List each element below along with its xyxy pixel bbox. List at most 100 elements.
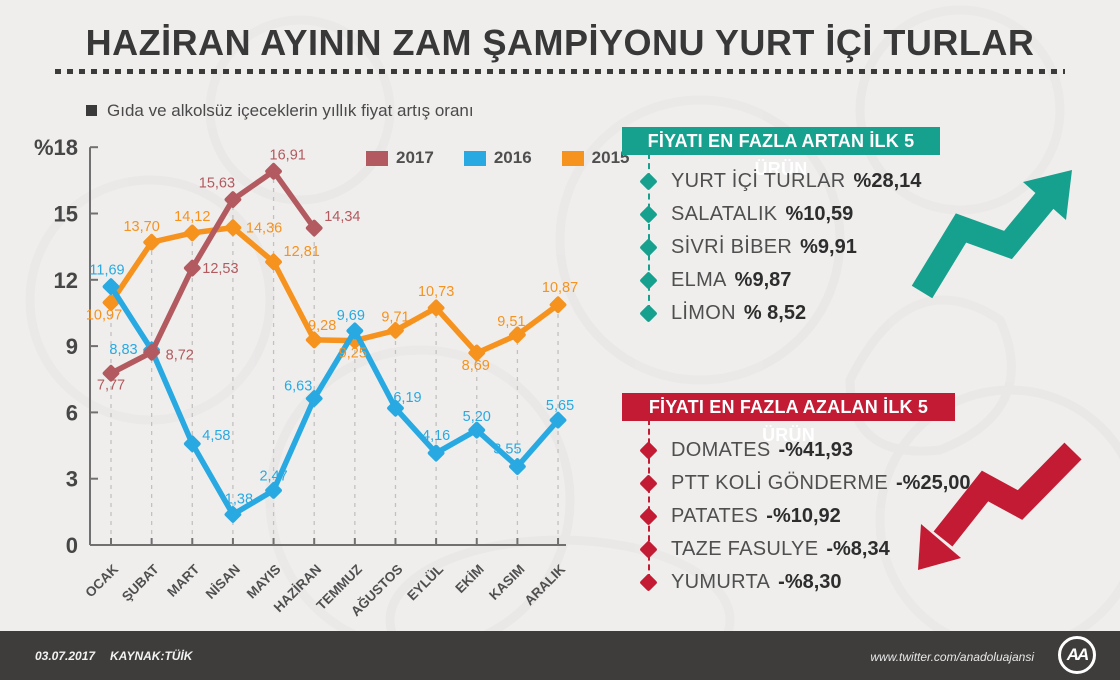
svg-text:15,63: 15,63 bbox=[199, 176, 235, 192]
series-2015 bbox=[102, 219, 567, 362]
legend-swatch-icon bbox=[561, 150, 584, 166]
svg-text:4,58: 4,58 bbox=[202, 428, 230, 444]
svg-text:10,97: 10,97 bbox=[86, 308, 122, 324]
svg-text:5,20: 5,20 bbox=[463, 409, 491, 425]
losers-connector-line bbox=[648, 419, 650, 580]
gainers-panel-header: FİYATI EN FAZLA ARTAN İLK 5 ÜRÜN bbox=[622, 127, 940, 179]
diamond-bullet-icon bbox=[639, 238, 658, 257]
item-name: TAZE FASULYE bbox=[671, 538, 819, 560]
item-name: LİMON bbox=[671, 302, 736, 324]
ranking-item: YURT İÇİ TURLAR %28,14 bbox=[622, 165, 940, 198]
svg-text:ŞUBAT: ŞUBAT bbox=[119, 561, 162, 604]
upward-trend-arrow-icon bbox=[911, 170, 1072, 299]
footer-source: KAYNAK:TÜİK bbox=[110, 649, 193, 663]
diamond-bullet-icon bbox=[639, 507, 658, 526]
anadolu-agency-logo: AA bbox=[1058, 636, 1096, 674]
item-value: -%41,93 bbox=[778, 439, 854, 461]
ranking-item: TAZE FASULYE -%8,34 bbox=[622, 533, 955, 566]
top-gainers-panel: FİYATI EN FAZLA ARTAN İLK 5 ÜRÜN YURT İÇ… bbox=[622, 127, 940, 330]
diamond-bullet-icon bbox=[639, 441, 658, 460]
legend-label: 2017 bbox=[396, 148, 434, 167]
svg-text:14,34: 14,34 bbox=[324, 209, 360, 225]
item-value: %10,59 bbox=[785, 203, 854, 225]
item-value: -%10,92 bbox=[766, 505, 841, 527]
svg-text:9: 9 bbox=[66, 334, 78, 359]
diamond-bullet-icon bbox=[639, 172, 658, 191]
chart-subtitle: Gıda ve alkolsüz içeceklerin yıllık fiya… bbox=[107, 101, 474, 120]
svg-text:MART: MART bbox=[164, 561, 203, 600]
legend-item-2016: 2016 bbox=[463, 148, 532, 168]
svg-text:14,36: 14,36 bbox=[246, 221, 282, 237]
item-name: PTT KOLİ GÖNDERME bbox=[671, 472, 888, 494]
ranking-item: PTT KOLİ GÖNDERME -%25,00 bbox=[622, 467, 971, 500]
item-name: YUMURTA bbox=[671, 571, 771, 593]
svg-text:12,53: 12,53 bbox=[202, 261, 238, 277]
legend-item-2017: 2017 bbox=[366, 148, 434, 168]
ranking-item: DOMATES -%41,93 bbox=[622, 434, 955, 467]
legend-swatch-icon bbox=[463, 150, 486, 166]
svg-text:OCAK: OCAK bbox=[82, 561, 121, 600]
svg-text:11,69: 11,69 bbox=[89, 263, 124, 279]
svg-text:16,91: 16,91 bbox=[270, 147, 306, 163]
svg-text:9,69: 9,69 bbox=[337, 308, 365, 324]
title-dashed-divider bbox=[55, 69, 1065, 74]
ranking-item: LİMON % 8,52 bbox=[622, 297, 940, 330]
footer-bar: 03.07.2017 KAYNAK:TÜİK www.twitter.com/a… bbox=[0, 631, 1120, 680]
svg-text:EYLÜL: EYLÜL bbox=[404, 562, 446, 604]
svg-text:12,81: 12,81 bbox=[284, 244, 320, 260]
item-value: %9,87 bbox=[734, 269, 792, 291]
svg-text:9,71: 9,71 bbox=[381, 309, 409, 325]
legend-label: 2016 bbox=[493, 148, 532, 167]
item-name: SİVRİ BİBER bbox=[671, 236, 793, 258]
svg-text:EKİM: EKİM bbox=[452, 562, 486, 596]
svg-text:10,73: 10,73 bbox=[418, 284, 454, 300]
item-value: %28,14 bbox=[853, 170, 922, 192]
series-2017 bbox=[102, 162, 323, 382]
ranking-item: YUMURTA -%8,30 bbox=[622, 566, 955, 599]
svg-text:5,65: 5,65 bbox=[546, 398, 574, 414]
diamond-bullet-icon bbox=[639, 573, 658, 592]
diamond-bullet-icon bbox=[639, 474, 658, 493]
downward-trend-arrow-icon bbox=[918, 442, 1082, 570]
svg-text:1,38: 1,38 bbox=[225, 492, 253, 508]
chart-legend: 2017 2016 2015 bbox=[366, 148, 629, 168]
legend-item-2015: 2015 bbox=[561, 148, 630, 168]
footer-twitter-handle: www.twitter.com/anadoluajansi bbox=[870, 650, 1034, 664]
footer-date: 03.07.2017 bbox=[35, 649, 96, 663]
series-labels-2016: 11,69 8,83 4,58 1,38 2,47 6,63 9,69 6,19 4,16 5,2… bbox=[89, 263, 574, 508]
item-value: -%8,34 bbox=[826, 538, 890, 560]
item-value: -%25,00 bbox=[896, 472, 971, 494]
svg-text:ARALIK: ARALIK bbox=[521, 561, 568, 608]
axes: 0 3 6 9 12 15 %18 bbox=[34, 135, 566, 558]
svg-text:3,55: 3,55 bbox=[493, 442, 521, 458]
svg-text:10,87: 10,87 bbox=[542, 280, 578, 296]
svg-text:15: 15 bbox=[54, 202, 78, 227]
item-name: ELMA bbox=[671, 269, 727, 291]
ranking-item: ELMA %9,87 bbox=[622, 264, 940, 297]
svg-text:NİSAN: NİSAN bbox=[203, 562, 243, 602]
svg-text:6,63: 6,63 bbox=[284, 378, 312, 394]
chart-subtitle-row: Gıda ve alkolsüz içeceklerin yıllık fiya… bbox=[86, 101, 474, 121]
diamond-bullet-icon bbox=[639, 540, 658, 559]
svg-text:MAYIS: MAYIS bbox=[244, 562, 284, 602]
square-bullet-icon bbox=[86, 105, 97, 116]
svg-text:8,72: 8,72 bbox=[166, 347, 194, 363]
item-value: -%8,30 bbox=[778, 571, 842, 593]
svg-text:7,77: 7,77 bbox=[97, 377, 125, 393]
svg-text:6,19: 6,19 bbox=[393, 390, 421, 406]
svg-text:13,70: 13,70 bbox=[123, 219, 159, 235]
gainers-panel-items: YURT İÇİ TURLAR %28,14 SALATALIK %10,59 SİVR… bbox=[622, 153, 940, 330]
item-value: %9,91 bbox=[800, 236, 857, 258]
svg-text:9,25: 9,25 bbox=[339, 346, 367, 362]
legend-swatch-icon bbox=[366, 150, 388, 166]
item-value: % 8,52 bbox=[743, 302, 807, 324]
diamond-bullet-icon bbox=[639, 304, 658, 323]
legend-label: 2015 bbox=[591, 148, 630, 167]
ranking-item: PATATES -%10,92 bbox=[622, 500, 955, 533]
svg-text:0: 0 bbox=[66, 533, 78, 558]
diamond-bullet-icon bbox=[639, 205, 658, 224]
